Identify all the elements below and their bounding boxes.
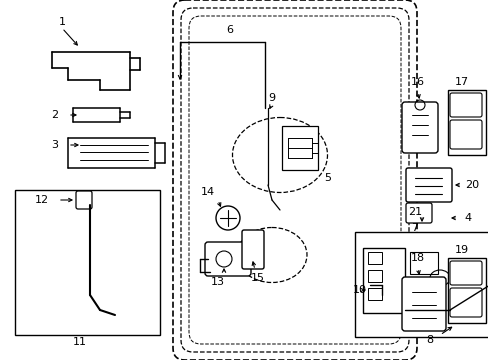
Bar (367, 270, 381, 282)
Bar (367, 252, 381, 264)
FancyBboxPatch shape (242, 230, 264, 269)
FancyBboxPatch shape (405, 203, 431, 223)
Bar (362, 248, 404, 313)
Text: 1: 1 (59, 17, 65, 27)
Text: 12: 12 (35, 195, 49, 205)
FancyBboxPatch shape (405, 168, 451, 202)
Text: 13: 13 (210, 277, 224, 287)
Text: 10: 10 (352, 285, 366, 295)
Text: 19: 19 (454, 245, 468, 255)
Bar (447, 90, 485, 155)
Text: 9: 9 (268, 93, 275, 103)
Text: 21: 21 (407, 207, 421, 217)
Bar (447, 258, 485, 323)
Bar (15, 190, 160, 335)
Text: 2: 2 (51, 110, 59, 120)
Text: 16: 16 (410, 77, 424, 87)
FancyBboxPatch shape (401, 277, 445, 331)
Text: 8: 8 (426, 335, 433, 345)
Text: 7: 7 (410, 223, 418, 233)
Bar (282, 126, 317, 170)
Text: 11: 11 (73, 337, 87, 347)
Text: 4: 4 (464, 213, 470, 223)
FancyBboxPatch shape (76, 191, 92, 209)
FancyBboxPatch shape (204, 242, 250, 276)
Text: 15: 15 (250, 273, 264, 283)
Text: 6: 6 (226, 25, 233, 35)
Bar (354, 232, 488, 337)
Text: 20: 20 (464, 180, 478, 190)
Text: 17: 17 (454, 77, 468, 87)
Text: 14: 14 (201, 187, 215, 197)
Bar (367, 288, 381, 300)
Text: 5: 5 (324, 173, 331, 183)
FancyBboxPatch shape (401, 102, 437, 153)
Bar (409, 252, 437, 274)
Text: 18: 18 (410, 253, 424, 263)
Text: 3: 3 (51, 140, 59, 150)
